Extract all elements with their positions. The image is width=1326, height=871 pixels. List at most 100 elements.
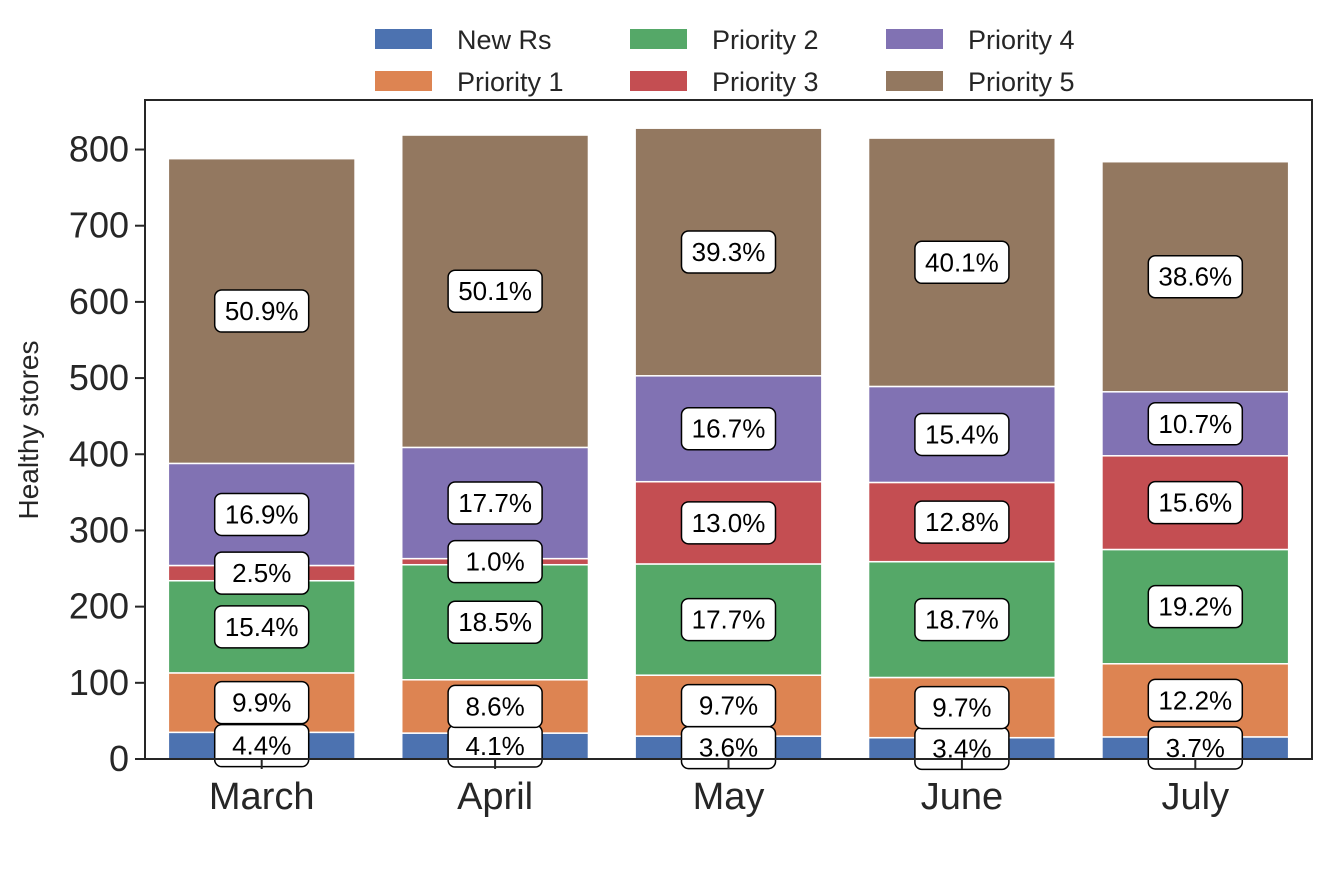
- x-tick-label: July: [1162, 776, 1230, 818]
- percent-label-box: [680, 406, 777, 451]
- y-axis-label: Healthy stores: [13, 341, 44, 520]
- percent-label: 18.5%: [447, 600, 543, 644]
- percent-label-text: 19.2%: [1158, 592, 1232, 622]
- percent-label: 15.4%: [213, 605, 310, 649]
- percent-label-text: 18.7%: [925, 605, 999, 635]
- percent-label: 17.7%: [680, 597, 777, 642]
- percent-label-text: 4.4%: [232, 731, 291, 761]
- percent-label-text: 9.9%: [232, 688, 291, 718]
- legend-item: Priority 2: [630, 25, 819, 55]
- percent-label: 1.0%: [447, 539, 543, 584]
- percent-label: 50.9%: [213, 289, 310, 333]
- percent-label: 15.6%: [1147, 480, 1244, 525]
- percent-label: 17.7%: [447, 481, 543, 525]
- percent-label-text: 38.6%: [1158, 262, 1232, 292]
- percent-labels: 4.4% 4.1% 3.6% 3.4% 3.7%9.9% 8.6% 9.7% 9.7% 12.2…: [213, 230, 1244, 771]
- percent-label-box: [447, 269, 543, 313]
- percent-label-box: [447, 684, 543, 729]
- percent-label-box: [1147, 480, 1244, 525]
- percent-label-box: [447, 600, 543, 644]
- percent-label-text: 39.3%: [692, 237, 766, 267]
- y-tick-label: 500: [69, 357, 129, 398]
- percent-label-box: [680, 683, 777, 728]
- percent-label-text: 4.1%: [465, 731, 524, 761]
- percent-label-text: 8.6%: [465, 691, 524, 721]
- percent-label-box: [447, 539, 543, 584]
- percent-label-box: [914, 412, 1010, 457]
- x-tick-label: June: [921, 776, 1003, 818]
- legend: New Rs Priority 1 Priority 2 Priority 3 Prio…: [375, 25, 1075, 97]
- percent-label-text: 9.7%: [699, 691, 758, 721]
- legend-swatch: [886, 71, 943, 91]
- y-tick-label: 600: [69, 281, 129, 322]
- percent-label-box: [213, 551, 310, 595]
- legend-label: Priority 2: [712, 25, 819, 55]
- percent-label-text: 12.8%: [925, 507, 999, 537]
- percent-label: 18.7%: [914, 597, 1010, 642]
- legend-label: New Rs: [457, 25, 552, 55]
- y-tick-label: 400: [69, 433, 129, 474]
- percent-label: 15.4%: [914, 412, 1010, 457]
- percent-label-text: 2.5%: [232, 558, 291, 588]
- percent-label: 16.9%: [213, 492, 310, 537]
- percent-label-box: [680, 597, 777, 642]
- percent-label-box: [914, 240, 1010, 285]
- percent-label-box: [447, 481, 543, 525]
- legend-item: Priority 1: [375, 67, 564, 97]
- x-tick-label: May: [693, 776, 765, 818]
- percent-label-box: [914, 685, 1010, 730]
- percent-label: 16.7%: [680, 406, 777, 451]
- y-tick-label: 200: [69, 586, 129, 627]
- legend-swatch: [375, 71, 432, 91]
- legend-label: Priority 3: [712, 67, 819, 97]
- percent-label-text: 15.4%: [225, 612, 299, 642]
- percent-label-text: 50.9%: [225, 296, 299, 326]
- legend-item: New Rs: [375, 25, 552, 55]
- percent-label-box: [914, 597, 1010, 642]
- percent-label: 39.3%: [680, 230, 777, 274]
- percent-label: 13.0%: [680, 501, 777, 545]
- percent-label: 19.2%: [1147, 584, 1244, 629]
- percent-label-text: 16.9%: [225, 499, 299, 529]
- percent-label: 38.6%: [1147, 254, 1244, 299]
- percent-label-text: 9.7%: [932, 693, 991, 723]
- percent-label-box: [213, 680, 310, 725]
- percent-label-text: 50.1%: [458, 276, 532, 306]
- legend-item: Priority 4: [886, 25, 1075, 55]
- x-tick-label: April: [457, 776, 533, 818]
- percent-label: 4.1%: [447, 724, 543, 768]
- percent-label: 12.2%: [1147, 678, 1244, 723]
- percent-label-text: 10.7%: [1158, 409, 1232, 439]
- percent-label-box: [914, 500, 1010, 544]
- y-tick-label: 100: [69, 662, 129, 703]
- percent-label-box: [213, 289, 310, 333]
- percent-label-box: [680, 230, 777, 274]
- y-axis: 0 100 200 300 400 500 600 700 800: [69, 129, 145, 779]
- percent-label-box: [213, 605, 310, 649]
- percent-label: 50.1%: [447, 269, 543, 313]
- legend-swatch: [375, 29, 432, 49]
- legend-swatch: [630, 29, 687, 49]
- percent-label: 9.9%: [213, 680, 310, 725]
- percent-label-box: [1147, 402, 1244, 446]
- percent-label-box: [213, 492, 310, 537]
- percent-label-text: 3.7%: [1166, 733, 1225, 763]
- percent-label-box: [1147, 254, 1244, 299]
- y-tick-label: 800: [69, 129, 129, 170]
- legend-item: Priority 5: [886, 67, 1075, 97]
- percent-label-text: 15.6%: [1158, 488, 1232, 518]
- percent-label-text: 17.7%: [692, 605, 766, 635]
- percent-label-box: [1147, 678, 1244, 723]
- percent-label-text: 12.2%: [1158, 685, 1232, 715]
- percent-label-box: [1147, 584, 1244, 629]
- percent-label-text: 16.7%: [692, 414, 766, 444]
- legend-label: Priority 1: [457, 67, 564, 97]
- percent-label-text: 1.0%: [465, 547, 524, 577]
- percent-label-text: 40.1%: [925, 247, 999, 277]
- y-tick-label: 700: [69, 205, 129, 246]
- percent-label: 4.4%: [213, 723, 310, 768]
- percent-label: 8.6%: [447, 684, 543, 729]
- y-tick-label: 300: [69, 509, 129, 550]
- legend-swatch: [886, 29, 943, 49]
